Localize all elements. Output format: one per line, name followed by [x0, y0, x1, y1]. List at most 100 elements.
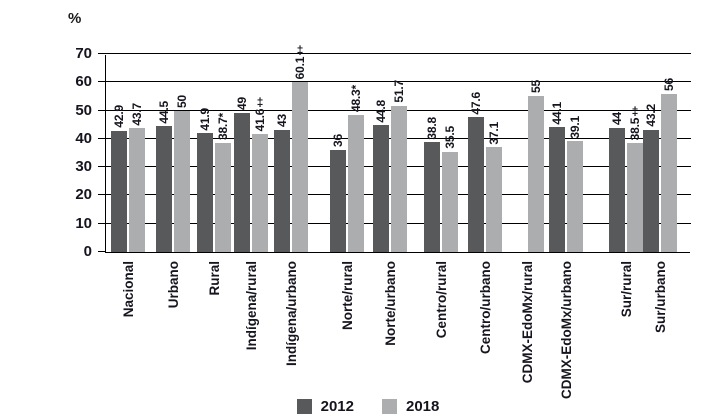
category-label: CDMX-EdoMx/rural: [510, 261, 544, 383]
category-label: Rural: [197, 261, 231, 296]
category-label-text: Nacional: [120, 261, 136, 318]
bar: [111, 130, 127, 252]
bar-value-label: 43: [272, 114, 292, 127]
category-label-text: Indígena/urbano: [283, 261, 299, 367]
bar: [627, 143, 643, 252]
bar-value-text: 51.7: [392, 80, 406, 103]
bar-value-text: 37.1: [487, 121, 501, 145]
bar-value-label: 37.1: [484, 122, 504, 145]
bar-value-label: 41.6‡: [250, 95, 270, 131]
bar: [442, 151, 458, 252]
legend-label: 2018: [406, 398, 440, 415]
y-tick-label: 40: [75, 129, 92, 147]
y-tick-label: 0: [83, 243, 92, 260]
category-label: Norte/urbano: [373, 261, 407, 346]
bar: [391, 105, 407, 252]
y-axis-unit-label: %: [68, 10, 82, 27]
y-axis-tick: [98, 166, 106, 168]
bar-value-label: 48.3*: [346, 85, 366, 112]
y-axis-tick: [98, 109, 106, 111]
bar-value-text: 38.8: [425, 116, 439, 140]
bar-value-text: 44.5: [157, 100, 171, 124]
y-tick-label: 70: [75, 45, 92, 62]
y-tick-label: 10: [75, 214, 92, 232]
category-label: Centro/rural: [424, 261, 458, 338]
gridline: [106, 81, 691, 83]
category-label: Nacional: [111, 261, 145, 317]
category-label-text: Centro/urbano: [477, 261, 493, 354]
gridline: [106, 53, 691, 54]
bar: [567, 141, 583, 252]
category-label: Sur/rural: [609, 261, 643, 317]
bar: [156, 126, 172, 252]
plot-area: 0 10 20 30 40 50 60 70 42.9 43.7 Nacional 44.5 50 Urb…: [75, 43, 691, 399]
bar-value-label: 42.9: [109, 105, 129, 128]
bar-value-text: 44.8: [374, 99, 388, 123]
category-label-text: Centro/rural: [433, 261, 449, 339]
category-label: Indígena/urbano: [274, 261, 308, 366]
bar: [129, 128, 145, 252]
bar-value-text: 48.3*: [349, 85, 363, 113]
bar: [215, 142, 231, 252]
bar: [252, 134, 268, 252]
bar-value-label: 35.5: [440, 126, 460, 149]
bar-value-text: 42.9: [112, 105, 126, 128]
category-label-text: Rural: [206, 261, 222, 296]
y-axis-tick: [98, 222, 106, 224]
legend-swatch: [296, 399, 312, 414]
category-label-text: Norte/urbano: [382, 261, 398, 346]
bar-value-text: 55: [529, 80, 543, 94]
category-label-text: Norte/rural: [339, 261, 355, 331]
bar: [330, 150, 346, 252]
bar-value-label: 44.5: [154, 101, 174, 124]
bar: [528, 96, 544, 252]
y-tick-label: 20: [75, 186, 92, 204]
legend-item: 2012: [296, 398, 354, 415]
bar: [234, 113, 250, 252]
bar: [486, 147, 502, 252]
bar-value-text: 35.5: [443, 126, 457, 149]
bar-value-label: 43.2: [641, 104, 661, 127]
legend-item: 2018: [382, 398, 439, 415]
y-axis-tick: [98, 194, 106, 196]
bar: [373, 125, 389, 252]
y-axis-tick: [98, 81, 106, 83]
bar-value-label: 55: [526, 80, 546, 93]
y-tick-label: 50: [75, 101, 92, 119]
bar-value-text: 44.1: [550, 101, 564, 125]
y-axis-tick: [98, 251, 106, 252]
category-label-text: CDMX-EdoMx/rural: [519, 261, 535, 384]
bar-value-label: 38.7*: [213, 113, 233, 140]
bar: [348, 115, 364, 252]
bar-value-label: 44: [607, 112, 627, 125]
bar: [609, 127, 625, 252]
bar-value-text: 43.2: [644, 104, 658, 127]
category-label: Centro/urbano: [468, 261, 502, 354]
category-label-text: Sur/urbano: [652, 261, 668, 334]
bar-value-label: 49: [232, 97, 252, 110]
bar-value-label: 41.9: [195, 108, 215, 131]
y-tick-label: 30: [75, 158, 92, 176]
bar-value-label: 43.7: [127, 103, 147, 126]
bar-value-text: 41.9: [198, 107, 212, 131]
category-label-text: Indígena/rural: [243, 261, 259, 351]
legend-label: 2012: [320, 398, 354, 415]
legend-swatch: [382, 399, 397, 414]
bar-value-label: 38.8: [422, 117, 442, 140]
bar-value-label: 36: [328, 134, 348, 147]
bar-value-text: 47.6: [469, 91, 483, 115]
bar-value-text: 49: [235, 97, 249, 111]
bar: [549, 127, 565, 252]
bar-value-text: 44: [610, 111, 624, 125]
category-label: Sur/urbano: [643, 261, 677, 333]
y-axis-tick: [98, 53, 106, 54]
bar-value-text: 38.5‡: [628, 103, 642, 141]
bar-value-text: 43.7: [130, 102, 144, 126]
category-label: CDMX-EdoMx/urbano: [549, 261, 583, 399]
bar-value-text: 60.1‡: [293, 42, 307, 80]
bar: [274, 130, 290, 252]
bar: [174, 110, 190, 252]
bar: [643, 129, 659, 252]
bar-value-text: 36: [331, 134, 345, 148]
